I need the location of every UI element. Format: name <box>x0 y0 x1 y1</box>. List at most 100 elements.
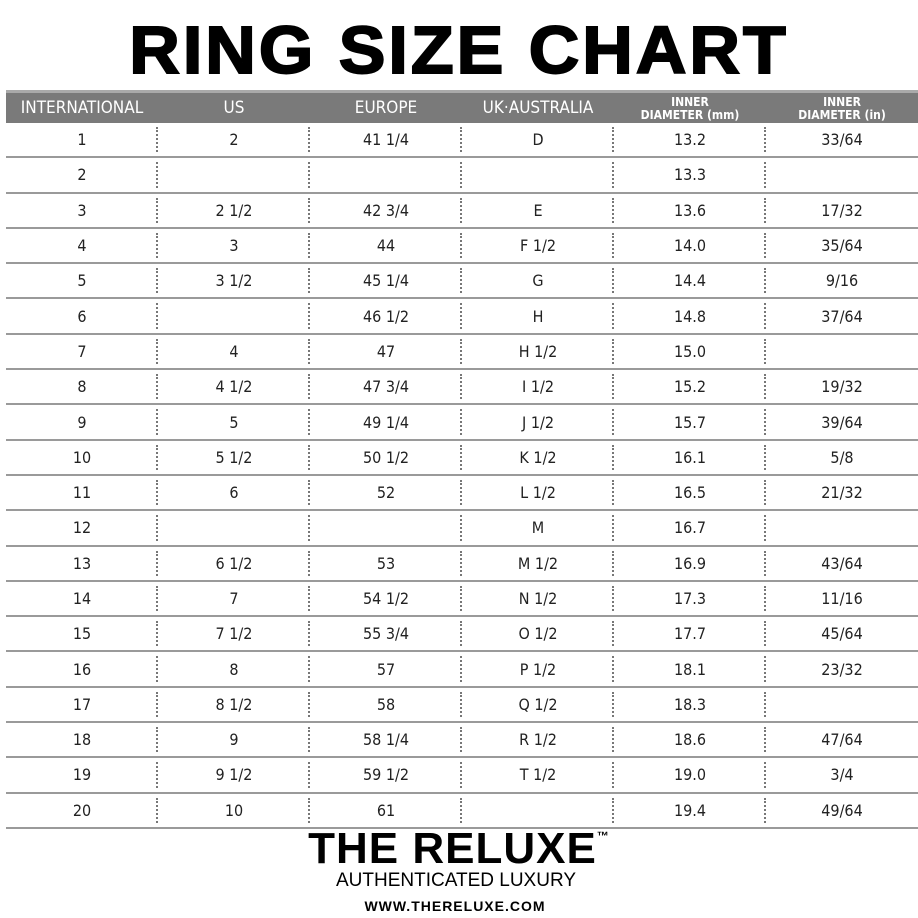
table-cell: 14.0 <box>614 229 766 262</box>
table-row: 13 6 1/2 53 M 1/2 16.9 43/64 <box>6 547 918 582</box>
table-cell: 4 <box>158 335 310 368</box>
table-body: 1 2 41 1/4 D 13.2 33/64 2 13.3 3 2 1/2 42 3/4 E 13.6… <box>6 123 918 829</box>
trademark: ™ <box>596 829 610 843</box>
table-cell: O 1/2 <box>462 617 614 650</box>
column-header: EUROPE <box>354 97 418 118</box>
table-cell: 42 3/4 <box>310 194 462 227</box>
table-cell: 47/64 <box>821 730 863 750</box>
table-cell <box>310 511 462 544</box>
table-cell: 20 <box>6 794 158 827</box>
table-row: 6 46 1/2 H 14.8 37/64 <box>6 299 918 335</box>
table-cell: 52 <box>310 476 462 509</box>
table-cell: 1 <box>6 123 158 156</box>
table-cell: 49/64 <box>821 800 863 820</box>
table-cell: 2 <box>158 123 310 156</box>
table-cell: 10 <box>158 794 310 827</box>
table-cell: 9/16 <box>825 271 859 291</box>
table-cell: 33/64 <box>821 130 863 150</box>
table-cell <box>310 158 462 191</box>
table-cell: P 1/2 <box>462 652 614 685</box>
column-header: INNER DIAMETER (in) <box>798 95 886 122</box>
table-cell: 19/32 <box>821 377 863 397</box>
table-header: INTERNATIONAL US EUROPE UK·AUSTRALIA INNER D… <box>6 90 918 123</box>
table-cell: 16.7 <box>614 511 766 544</box>
table-cell: 10 <box>6 441 158 474</box>
table-row: 20 10 61 19.4 49/64 <box>6 794 918 829</box>
table-row: 14 7 54 1/2 N 1/2 17.3 11/16 <box>6 582 918 618</box>
table-cell: 8 <box>158 652 310 685</box>
table-cell <box>462 158 614 191</box>
table-cell: 8 <box>6 370 158 403</box>
table-cell: 39/64 <box>821 412 863 432</box>
table-row: 16 8 57 P 1/2 18.1 23/32 <box>6 652 918 688</box>
table-cell: 59 1/2 <box>310 758 462 791</box>
table-cell: 6 <box>6 299 158 332</box>
table-row: 11 6 52 L 1/2 16.5 21/32 <box>6 476 918 512</box>
table-cell: 14.8 <box>614 299 766 332</box>
table-cell: M <box>462 511 614 544</box>
page-title: RING SIZE CHART <box>128 12 789 88</box>
table-cell: 8 1/2 <box>158 688 310 721</box>
table-cell: 11/16 <box>821 589 863 608</box>
table-row: 19 9 1/2 59 1/2 T 1/2 19.0 3/4 <box>6 758 918 794</box>
table-cell: 17 <box>6 688 158 721</box>
table-cell: G <box>462 264 614 297</box>
table-cell <box>158 511 310 544</box>
table-cell: 61 <box>310 794 462 827</box>
table-cell: 47 3/4 <box>310 370 462 403</box>
table-cell: 19 <box>6 758 158 791</box>
brand-logo: THE RELUXE™ <box>0 826 918 872</box>
table-cell: 5 1/2 <box>158 441 310 474</box>
table-cell: 16 <box>6 652 158 685</box>
table-cell: 23/32 <box>821 659 863 679</box>
table-cell: 2 1/2 <box>158 194 310 227</box>
table-cell: 19.0 <box>614 758 766 791</box>
table-cell: 41 1/4 <box>310 123 462 156</box>
table-cell: 3/4 <box>830 765 854 785</box>
table-cell: 9 <box>6 405 158 438</box>
table-cell: 7 <box>6 335 158 368</box>
table-cell: N 1/2 <box>462 582 614 615</box>
table-row: 15 7 1/2 55 3/4 O 1/2 17.7 45/64 <box>6 617 918 653</box>
website-link[interactable]: WWW.THERELUXE.COM <box>364 898 546 914</box>
table-cell: 3 <box>6 194 158 227</box>
table-cell: T 1/2 <box>462 758 614 791</box>
table-cell: 50 1/2 <box>310 441 462 474</box>
table-row: 10 5 1/2 50 1/2 K 1/2 16.1 5/8 <box>6 441 918 476</box>
table-cell: 3 1/2 <box>158 264 310 297</box>
table-cell: 46 1/2 <box>310 299 462 332</box>
table-cell <box>462 794 614 827</box>
table-cell: 6 1/2 <box>158 547 310 580</box>
table-cell: 13.6 <box>614 194 766 227</box>
table-row: 2 13.3 <box>6 158 918 194</box>
table-cell: 5/8 <box>830 447 854 467</box>
table-cell: 57 <box>310 652 462 685</box>
table-cell: 7 <box>158 582 310 615</box>
table-cell: L 1/2 <box>462 476 614 509</box>
column-header: UK·AUSTRALIA <box>482 97 594 118</box>
table-cell: 21/32 <box>821 483 863 503</box>
table-cell: 5 <box>158 405 310 438</box>
table-cell: D <box>462 123 614 156</box>
table-cell: 19.4 <box>614 794 766 827</box>
table-cell: 15.2 <box>614 370 766 403</box>
table-cell: H <box>462 299 614 332</box>
table-cell: M 1/2 <box>462 547 614 580</box>
table-cell: 16.9 <box>614 547 766 580</box>
table-cell: 49 1/4 <box>310 405 462 438</box>
table-row: 4 3 44 F 1/2 14.0 35/64 <box>6 229 918 265</box>
table-cell: 53 <box>310 547 462 580</box>
table-cell: 45 1/4 <box>310 264 462 297</box>
table-cell <box>766 158 918 191</box>
table-cell: H 1/2 <box>462 335 614 368</box>
table-cell: J 1/2 <box>462 405 614 438</box>
table-cell: 54 1/2 <box>310 582 462 615</box>
table-cell <box>766 335 918 368</box>
table-cell: 15 <box>6 617 158 650</box>
table-row: 7 4 47 H 1/2 15.0 <box>6 335 918 371</box>
column-header: US <box>223 97 245 118</box>
table-cell: 13.3 <box>614 158 766 191</box>
